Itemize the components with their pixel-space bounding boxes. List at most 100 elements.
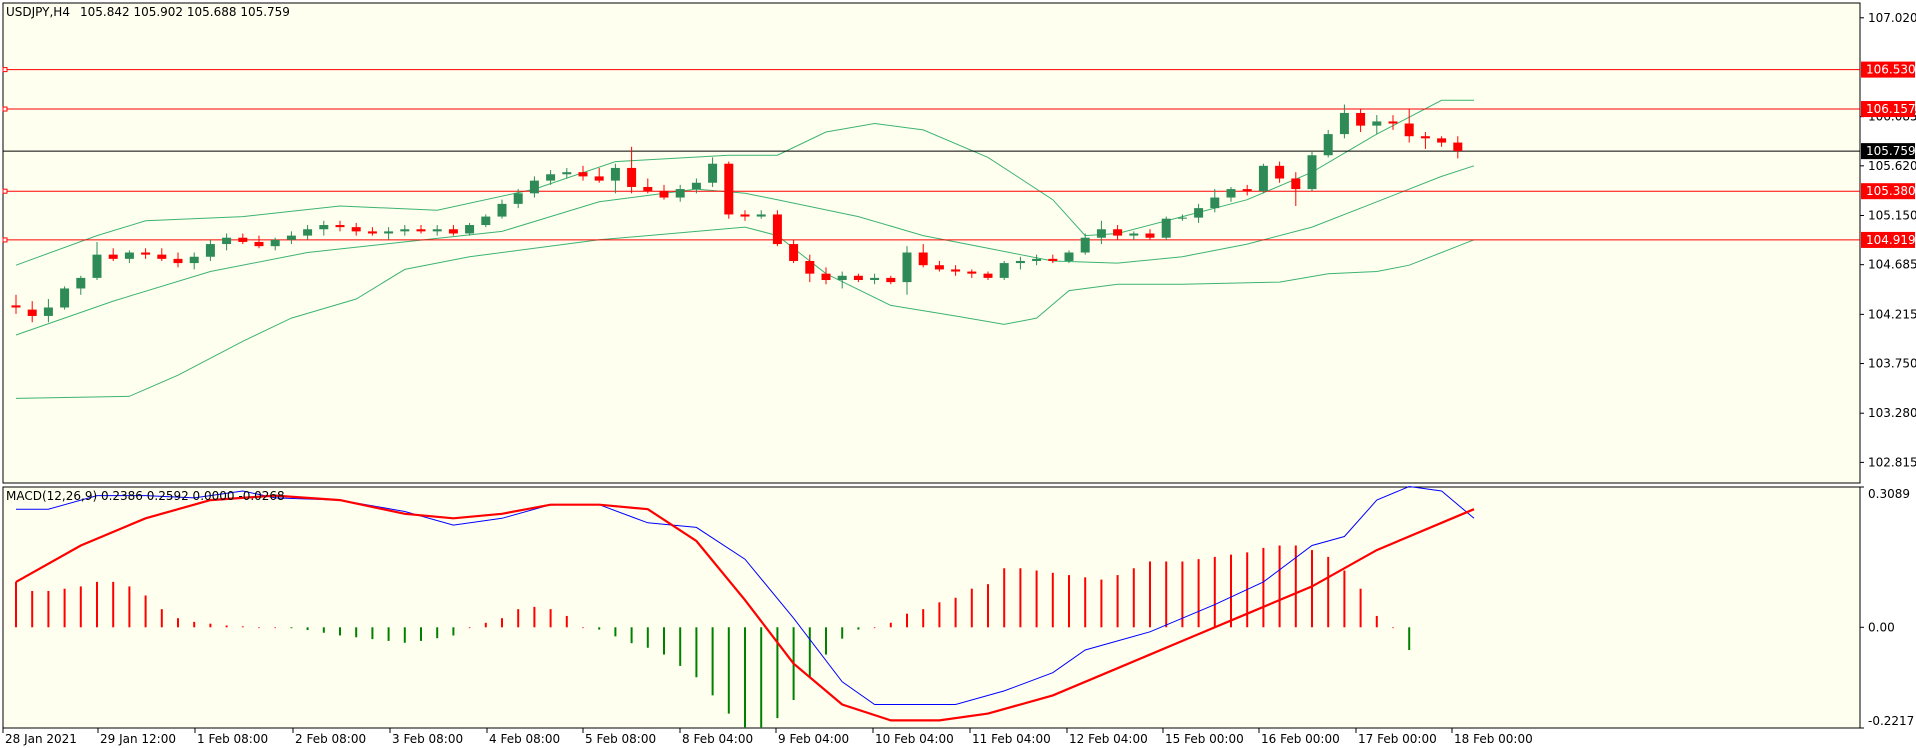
current-price-tag: 105.759 xyxy=(1861,143,1916,160)
horizontal-levels[interactable] xyxy=(2,67,1860,243)
candle-body xyxy=(610,167,620,181)
candle-body xyxy=(1307,155,1317,190)
level-handle-3[interactable] xyxy=(2,237,8,243)
time-tick-label-1: 29 Jan 12:00 xyxy=(100,732,176,746)
time-tick-label-7: 8 Feb 04:00 xyxy=(682,732,753,746)
candle-46 xyxy=(756,210,766,219)
candle-57 xyxy=(934,260,944,272)
candle-54 xyxy=(886,275,896,285)
candle-28 xyxy=(465,222,475,236)
candle-body xyxy=(335,225,345,228)
candle-72 xyxy=(1177,214,1187,221)
candle-47 xyxy=(772,210,782,247)
macd-tick-label-1: 0.00 xyxy=(1868,620,1895,634)
candle-body xyxy=(1258,165,1268,192)
candle-body xyxy=(627,167,637,187)
candle-88 xyxy=(1437,136,1447,147)
candle-body xyxy=(691,182,701,190)
candle-body xyxy=(1096,229,1106,238)
candle-body xyxy=(724,163,734,215)
level-tag-3-bg xyxy=(1861,231,1915,248)
candle-2 xyxy=(43,299,53,323)
candle-1 xyxy=(27,301,37,323)
candle-27 xyxy=(448,225,458,236)
candle-32 xyxy=(529,176,539,198)
price-tick-label-0: 107.020 xyxy=(1868,11,1916,25)
candle-83 xyxy=(1356,108,1366,132)
candle-body xyxy=(254,241,264,247)
level-price-tags: 106.530 106.157 105.380 104.919 105.759 xyxy=(1861,61,1916,248)
candle-35 xyxy=(578,165,588,181)
candle-84 xyxy=(1372,115,1382,135)
candle-12 xyxy=(205,239,215,261)
candle-body xyxy=(222,237,232,245)
candle-body xyxy=(76,277,86,289)
candle-50 xyxy=(821,267,831,285)
candle-51 xyxy=(837,271,847,289)
candle-33 xyxy=(546,170,556,185)
macd-signal-line xyxy=(15,494,1475,722)
candle-53 xyxy=(870,273,880,285)
candle-43 xyxy=(708,157,718,187)
time-tick-label-2: 1 Feb 08:00 xyxy=(197,732,268,746)
time-tick-label-15: 18 Feb 00:00 xyxy=(1454,732,1533,746)
time-tick-label-9: 10 Feb 04:00 xyxy=(875,732,954,746)
candle-81 xyxy=(1323,129,1333,158)
macd-axis: 0.3089 0.00 -0.2217 xyxy=(1860,486,1914,729)
candles xyxy=(11,104,1463,323)
level-tag-2-text: 105.380 xyxy=(1866,184,1916,198)
level-tag-2-bg xyxy=(1861,183,1915,200)
level-tag-1-bg xyxy=(1861,101,1915,118)
candle-body xyxy=(513,193,523,204)
level-tag-1-text: 106.157 xyxy=(1866,102,1916,116)
candle-body xyxy=(205,244,215,257)
level-handle-1[interactable] xyxy=(2,106,8,112)
candle-body xyxy=(157,254,167,259)
candle-4 xyxy=(76,275,86,295)
candle-body xyxy=(448,229,458,234)
candle-37 xyxy=(610,163,620,194)
candle-body xyxy=(740,214,750,217)
price-chart-area[interactable] xyxy=(2,2,1861,484)
time-tick-label-5: 4 Feb 08:00 xyxy=(489,732,560,746)
candle-45 xyxy=(740,210,750,221)
candle-body xyxy=(465,225,475,234)
candle-5 xyxy=(92,241,102,281)
bollinger-upper-band xyxy=(15,99,1474,266)
candle-body xyxy=(853,275,863,281)
candle-19 xyxy=(319,220,329,236)
candle-body xyxy=(1177,217,1187,219)
level-handle-2[interactable] xyxy=(2,188,8,194)
candle-body xyxy=(1275,165,1285,179)
candle-77 xyxy=(1258,163,1268,194)
candle-40 xyxy=(659,184,669,200)
candle-65 xyxy=(1064,250,1074,264)
candle-34 xyxy=(562,167,572,179)
candle-55 xyxy=(902,246,912,295)
candle-62 xyxy=(1015,256,1025,270)
symbol-label: USDJPY,H4 xyxy=(6,5,70,19)
macd-histogram xyxy=(15,545,1411,728)
candle-body xyxy=(1323,134,1333,156)
price-tick-label-6: 103.750 xyxy=(1868,357,1916,371)
candle-body xyxy=(270,239,280,247)
candle-11 xyxy=(189,252,199,270)
candle-body xyxy=(918,252,928,266)
level-tag-0-text: 106.530 xyxy=(1866,63,1916,77)
candle-body xyxy=(238,237,248,242)
time-tick-label-3: 2 Feb 08:00 xyxy=(295,732,366,746)
macd-subwindow[interactable] xyxy=(2,486,1861,729)
candle-body xyxy=(173,258,183,264)
level-tag-3-text: 104.919 xyxy=(1866,233,1916,247)
level-handle-0[interactable] xyxy=(2,67,8,73)
candle-7 xyxy=(124,250,134,264)
candle-body xyxy=(124,252,134,259)
price-tick-label-7: 103.280 xyxy=(1868,406,1916,420)
candle-17 xyxy=(286,231,296,245)
candle-body xyxy=(821,273,831,281)
candle-18 xyxy=(303,225,313,240)
candle-body xyxy=(384,231,394,234)
time-tick-label-6: 5 Feb 08:00 xyxy=(585,732,656,746)
candle-body xyxy=(92,254,102,278)
